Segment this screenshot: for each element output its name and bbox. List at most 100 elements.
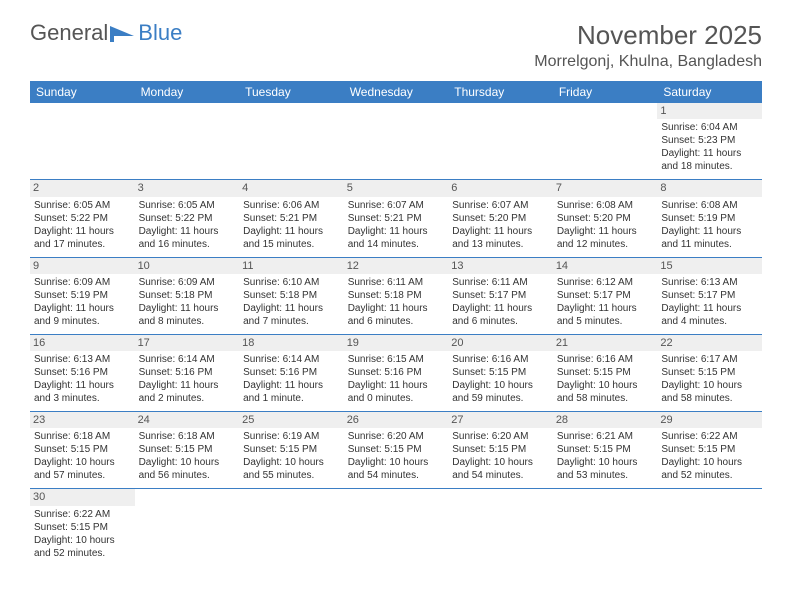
- day-number: 25: [239, 412, 344, 428]
- sunset-text: Sunset: 5:18 PM: [139, 289, 236, 302]
- day-number: 26: [344, 412, 449, 428]
- logo-flag-icon: [110, 24, 136, 42]
- calendar-cell: 30 Sunrise: 6:22 AMSunset: 5:15 PMDayligh…: [30, 489, 135, 566]
- sunset-text: Sunset: 5:21 PM: [348, 212, 445, 225]
- sunset-text: Sunset: 5:15 PM: [452, 366, 549, 379]
- calendar-cell: 27Sunrise: 6:20 AMSunset: 5:15 PMDayligh…: [448, 412, 553, 489]
- calendar-cell: 4Sunrise: 6:06 AMSunset: 5:21 PMDaylight…: [239, 180, 344, 257]
- day-number: 11: [239, 258, 344, 274]
- sunset-text: Sunset: 5:15 PM: [557, 366, 654, 379]
- daylight-text: Daylight: 11 hours: [348, 379, 445, 392]
- sunset-text: Sunset: 5:17 PM: [452, 289, 549, 302]
- sunset-text: Sunset: 5:22 PM: [34, 212, 131, 225]
- daylight-text: and 2 minutes.: [139, 392, 236, 405]
- sunrise-text: Sunrise: 6:09 AM: [139, 276, 236, 289]
- logo-text-2: Blue: [138, 20, 182, 46]
- calendar-cell: [344, 103, 449, 180]
- daylight-text: and 54 minutes.: [348, 469, 445, 482]
- day-number: 29: [657, 412, 762, 428]
- sunset-text: Sunset: 5:15 PM: [557, 443, 654, 456]
- sunset-text: Sunset: 5:15 PM: [34, 521, 131, 534]
- sunrise-text: Sunrise: 6:15 AM: [348, 353, 445, 366]
- calendar-cell: 28Sunrise: 6:21 AMSunset: 5:15 PMDayligh…: [553, 412, 658, 489]
- location-text: Morrelgonj, Khulna, Bangladesh: [534, 53, 762, 71]
- day-header: Friday: [553, 81, 658, 103]
- calendar-cell: 23Sunrise: 6:18 AMSunset: 5:15 PMDayligh…: [30, 412, 135, 489]
- calendar-cell: [553, 489, 658, 566]
- daylight-text: Daylight: 11 hours: [661, 302, 758, 315]
- daylight-text: Daylight: 10 hours: [348, 456, 445, 469]
- calendar-cell: [239, 103, 344, 180]
- day-header-row: Sunday Monday Tuesday Wednesday Thursday…: [30, 81, 762, 103]
- day-header: Sunday: [30, 81, 135, 103]
- calendar-cell: 9Sunrise: 6:09 AMSunset: 5:19 PMDaylight…: [30, 257, 135, 334]
- sunset-text: Sunset: 5:15 PM: [243, 443, 340, 456]
- day-number: 5: [344, 180, 449, 196]
- calendar-row: 1Sunrise: 6:04 AMSunset: 5:23 PMDaylight…: [30, 103, 762, 180]
- daylight-text: Daylight: 10 hours: [661, 379, 758, 392]
- sunrise-text: Sunrise: 6:18 AM: [139, 430, 236, 443]
- sunset-text: Sunset: 5:22 PM: [139, 212, 236, 225]
- day-number: 30: [30, 489, 135, 505]
- daylight-text: Daylight: 11 hours: [557, 225, 654, 238]
- day-number: 9: [30, 258, 135, 274]
- day-number: 8: [657, 180, 762, 196]
- sunrise-text: Sunrise: 6:05 AM: [139, 199, 236, 212]
- sunrise-text: Sunrise: 6:13 AM: [661, 276, 758, 289]
- daylight-text: Daylight: 11 hours: [34, 379, 131, 392]
- day-header: Monday: [135, 81, 240, 103]
- sunrise-text: Sunrise: 6:11 AM: [452, 276, 549, 289]
- sunset-text: Sunset: 5:16 PM: [243, 366, 340, 379]
- sunrise-text: Sunrise: 6:11 AM: [348, 276, 445, 289]
- daylight-text: and 12 minutes.: [557, 238, 654, 251]
- calendar-cell: 19Sunrise: 6:15 AMSunset: 5:16 PMDayligh…: [344, 334, 449, 411]
- calendar-cell: 21Sunrise: 6:16 AMSunset: 5:15 PMDayligh…: [553, 334, 658, 411]
- calendar-cell: [553, 103, 658, 180]
- daylight-text: and 6 minutes.: [452, 315, 549, 328]
- calendar-cell: 3Sunrise: 6:05 AMSunset: 5:22 PMDaylight…: [135, 180, 240, 257]
- title-block: November 2025 Morrelgonj, Khulna, Bangla…: [534, 20, 762, 71]
- sunset-text: Sunset: 5:17 PM: [557, 289, 654, 302]
- calendar-cell: 11Sunrise: 6:10 AMSunset: 5:18 PMDayligh…: [239, 257, 344, 334]
- daylight-text: and 0 minutes.: [348, 392, 445, 405]
- calendar-cell: 25Sunrise: 6:19 AMSunset: 5:15 PMDayligh…: [239, 412, 344, 489]
- daylight-text: Daylight: 10 hours: [34, 534, 131, 547]
- sunrise-text: Sunrise: 6:22 AM: [34, 508, 131, 521]
- day-number: 23: [30, 412, 135, 428]
- day-number: 20: [448, 335, 553, 351]
- calendar-row: 9Sunrise: 6:09 AMSunset: 5:19 PMDaylight…: [30, 257, 762, 334]
- day-number: 15: [657, 258, 762, 274]
- calendar-cell: [30, 103, 135, 180]
- daylight-text: and 14 minutes.: [348, 238, 445, 251]
- sunrise-text: Sunrise: 6:19 AM: [243, 430, 340, 443]
- day-number: 28: [553, 412, 658, 428]
- day-number: 21: [553, 335, 658, 351]
- sunset-text: Sunset: 5:19 PM: [34, 289, 131, 302]
- daylight-text: and 54 minutes.: [452, 469, 549, 482]
- daylight-text: Daylight: 11 hours: [452, 302, 549, 315]
- day-number: 24: [135, 412, 240, 428]
- daylight-text: and 11 minutes.: [661, 238, 758, 251]
- sunrise-text: Sunrise: 6:09 AM: [34, 276, 131, 289]
- calendar-cell: 8Sunrise: 6:08 AMSunset: 5:19 PMDaylight…: [657, 180, 762, 257]
- daylight-text: and 13 minutes.: [452, 238, 549, 251]
- sunset-text: Sunset: 5:23 PM: [661, 134, 758, 147]
- calendar-row: 16Sunrise: 6:13 AMSunset: 5:16 PMDayligh…: [30, 334, 762, 411]
- sunrise-text: Sunrise: 6:07 AM: [452, 199, 549, 212]
- calendar-cell: [448, 489, 553, 566]
- day-number: 22: [657, 335, 762, 351]
- day-number: 3: [135, 180, 240, 196]
- daylight-text: Daylight: 11 hours: [243, 225, 340, 238]
- day-number: 14: [553, 258, 658, 274]
- daylight-text: and 6 minutes.: [348, 315, 445, 328]
- day-number: 18: [239, 335, 344, 351]
- calendar-table: Sunday Monday Tuesday Wednesday Thursday…: [30, 81, 762, 566]
- daylight-text: Daylight: 10 hours: [34, 456, 131, 469]
- sunset-text: Sunset: 5:18 PM: [243, 289, 340, 302]
- sunset-text: Sunset: 5:17 PM: [661, 289, 758, 302]
- daylight-text: and 52 minutes.: [661, 469, 758, 482]
- sunset-text: Sunset: 5:16 PM: [139, 366, 236, 379]
- sunrise-text: Sunrise: 6:16 AM: [557, 353, 654, 366]
- daylight-text: Daylight: 10 hours: [452, 456, 549, 469]
- sunrise-text: Sunrise: 6:13 AM: [34, 353, 131, 366]
